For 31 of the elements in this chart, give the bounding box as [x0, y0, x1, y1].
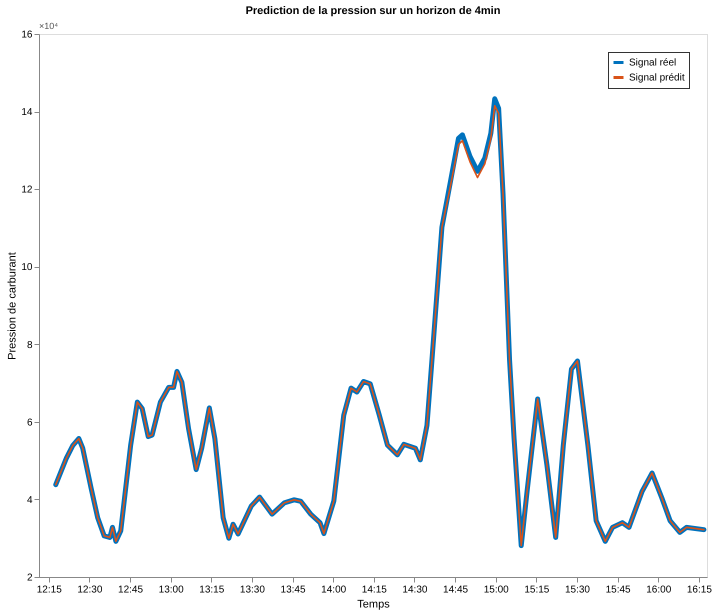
text: ×10⁴ — [39, 21, 58, 31]
x-tick-label: 14:00 — [321, 584, 347, 596]
x-tick-label: 13:45 — [280, 584, 306, 596]
x-tick-label: 12:30 — [77, 584, 103, 596]
x-tick-label: 13:15 — [199, 584, 225, 596]
y-tick-label: 12 — [21, 184, 33, 196]
x-tick-label: 14:15 — [362, 584, 388, 596]
x-tick-label: 13:00 — [158, 584, 184, 596]
x-tick-label: 15:30 — [564, 584, 590, 596]
x-tick-label: 15:15 — [524, 584, 550, 596]
x-tick-label: 14:30 — [402, 584, 428, 596]
legend-label: Signal prédit — [629, 72, 685, 84]
y-tick-label: 8 — [26, 340, 33, 351]
legend-label: Signal réel — [629, 58, 676, 68]
y-axis-title: Pression de carburant — [6, 252, 18, 360]
x-tick-label: 12:15 — [36, 584, 62, 596]
x-tick-label: 13:30 — [240, 584, 266, 596]
x-tick-label: 15:00 — [484, 584, 510, 596]
chart-title: Prediction de la pression sur un horizon de 4min — [246, 5, 501, 17]
y-tick-label: 14 — [21, 107, 33, 118]
y-tick-label: 4 — [26, 494, 33, 506]
y-tick-label: 6 — [26, 417, 33, 428]
x-tick-label: 16:00 — [646, 584, 672, 596]
x-tick-label: 14:45 — [443, 584, 469, 596]
x-tick-label: 15:45 — [606, 584, 632, 596]
x-tick-label: 12:45 — [118, 584, 144, 596]
y-tick-label: 2 — [26, 572, 33, 584]
x-axis-title: Temps — [357, 598, 390, 610]
y-tick-label: 10 — [21, 262, 33, 274]
y-tick-label: 16 — [21, 30, 33, 40]
x-tick-label: 16:15 — [686, 584, 712, 596]
